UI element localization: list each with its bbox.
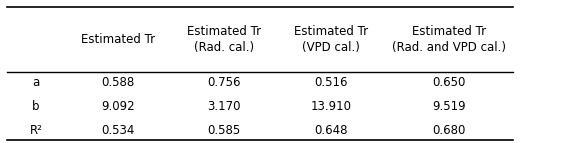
Text: 3.170: 3.170 [208,100,241,113]
Text: 0.650: 0.650 [432,76,465,89]
Text: Estimated Tr
(Rad. cal.): Estimated Tr (Rad. cal.) [187,25,261,54]
Text: 0.756: 0.756 [208,76,241,89]
Text: R²: R² [29,124,42,137]
Text: 9.092: 9.092 [101,100,135,113]
Text: Estimated Tr
(Rad. and VPD cal.): Estimated Tr (Rad. and VPD cal.) [392,25,506,54]
Text: 0.534: 0.534 [101,124,135,137]
Text: 0.585: 0.585 [208,124,241,137]
Text: 13.910: 13.910 [310,100,351,113]
Text: 0.680: 0.680 [432,124,465,137]
Text: 0.648: 0.648 [314,124,347,137]
Text: b: b [32,100,40,113]
Text: Estimated Tr
(VPD cal.): Estimated Tr (VPD cal.) [294,25,368,54]
Text: Estimated Tr: Estimated Tr [81,33,155,46]
Text: a: a [32,76,39,89]
Text: 0.516: 0.516 [314,76,347,89]
Text: 9.519: 9.519 [432,100,465,113]
Text: 0.588: 0.588 [101,76,135,89]
